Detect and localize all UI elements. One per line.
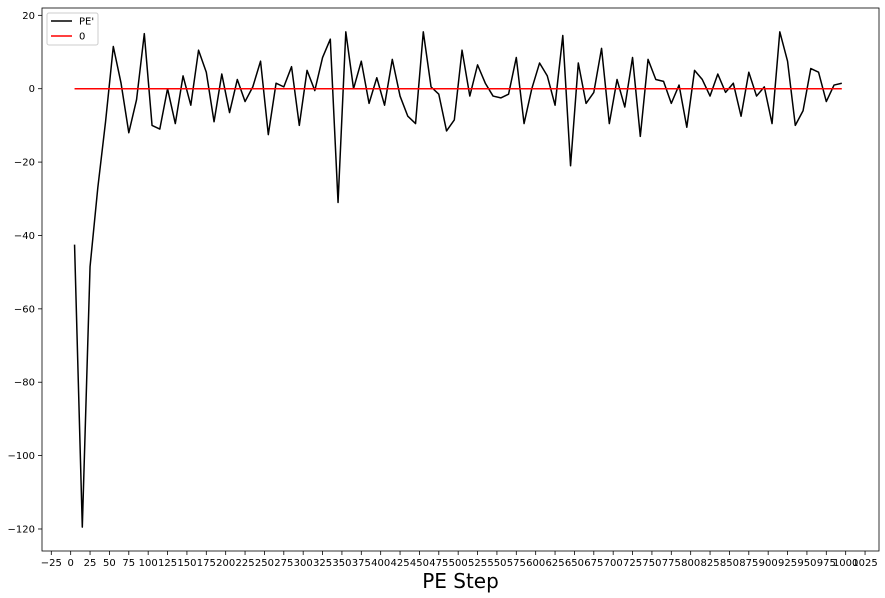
y-tick-label: −60	[14, 304, 35, 315]
series-line-pe-prime	[73, 31, 842, 528]
x-tick-label: 500	[449, 558, 468, 569]
y-tick-label: 20	[22, 11, 35, 22]
x-tick-label: 550	[487, 558, 506, 569]
x-tick-label: 600	[526, 558, 545, 569]
x-tick-label: 150	[177, 558, 196, 569]
x-tick-label: 0	[67, 558, 73, 569]
x-tick-label: 900	[759, 558, 778, 569]
legend-label: PE'	[79, 17, 94, 28]
x-tick-label: 375	[352, 558, 371, 569]
x-tick-label: 975	[817, 558, 836, 569]
x-tick-label: 325	[313, 558, 332, 569]
x-tick-label: 625	[546, 558, 565, 569]
x-tick-label: 175	[197, 558, 216, 569]
x-axis-label: PE Step	[422, 569, 499, 593]
y-tick-label: −100	[8, 451, 35, 462]
x-tick-label: 775	[662, 558, 681, 569]
x-tick-label: 525	[468, 558, 487, 569]
x-tick-label: 925	[778, 558, 797, 569]
x-tick-label: 75	[122, 558, 135, 569]
x-tick-label: 800	[681, 558, 700, 569]
x-tick-label: 425	[391, 558, 410, 569]
legend-label: 0	[79, 32, 85, 43]
x-tick-label: 400	[371, 558, 390, 569]
x-tick-label: 25	[84, 558, 97, 569]
x-tick-label: 750	[642, 558, 661, 569]
x-tick-label: 300	[294, 558, 313, 569]
x-tick-label: 700	[604, 558, 623, 569]
x-tick-label: 850	[720, 558, 739, 569]
x-tick-label: 350	[332, 558, 351, 569]
x-tick-label: 50	[103, 558, 116, 569]
x-tick-label: 575	[507, 558, 526, 569]
x-tick-label: −25	[41, 558, 62, 569]
x-tick-label: 450	[410, 558, 429, 569]
x-tick-label: 100	[139, 558, 158, 569]
y-tick-label: −80	[14, 378, 35, 389]
x-tick-label: 250	[255, 558, 274, 569]
x-tick-label: 125	[158, 558, 177, 569]
series-layer	[73, 31, 842, 528]
x-tick-label: 950	[797, 558, 816, 569]
legend: PE' 0	[46, 12, 99, 46]
y-tick-label: −120	[8, 524, 35, 535]
plot-frame	[41, 7, 880, 552]
y-axis: 20 0 −20 −40 −60 −80 −100 −120	[8, 11, 42, 535]
x-tick-label: 725	[623, 558, 642, 569]
x-tick-label: 875	[739, 558, 758, 569]
x-tick-label: 200	[216, 558, 235, 569]
x-tick-label: 675	[584, 558, 603, 569]
x-tick-label: 1025	[852, 558, 877, 569]
y-tick-label: −40	[14, 231, 35, 242]
x-tick-label: 225	[236, 558, 255, 569]
x-tick-label: 475	[429, 558, 448, 569]
x-tick-label: 825	[701, 558, 720, 569]
x-axis: −25 0 25 50 75 100 125 150 175 200 225 250 275 300 325…	[41, 551, 878, 569]
x-tick-label: 275	[274, 558, 293, 569]
y-tick-label: 0	[29, 84, 35, 95]
plot-area	[41, 7, 880, 552]
x-tick-label: 1000	[833, 558, 858, 569]
x-tick-label: 650	[565, 558, 584, 569]
y-tick-label: −20	[14, 158, 35, 169]
